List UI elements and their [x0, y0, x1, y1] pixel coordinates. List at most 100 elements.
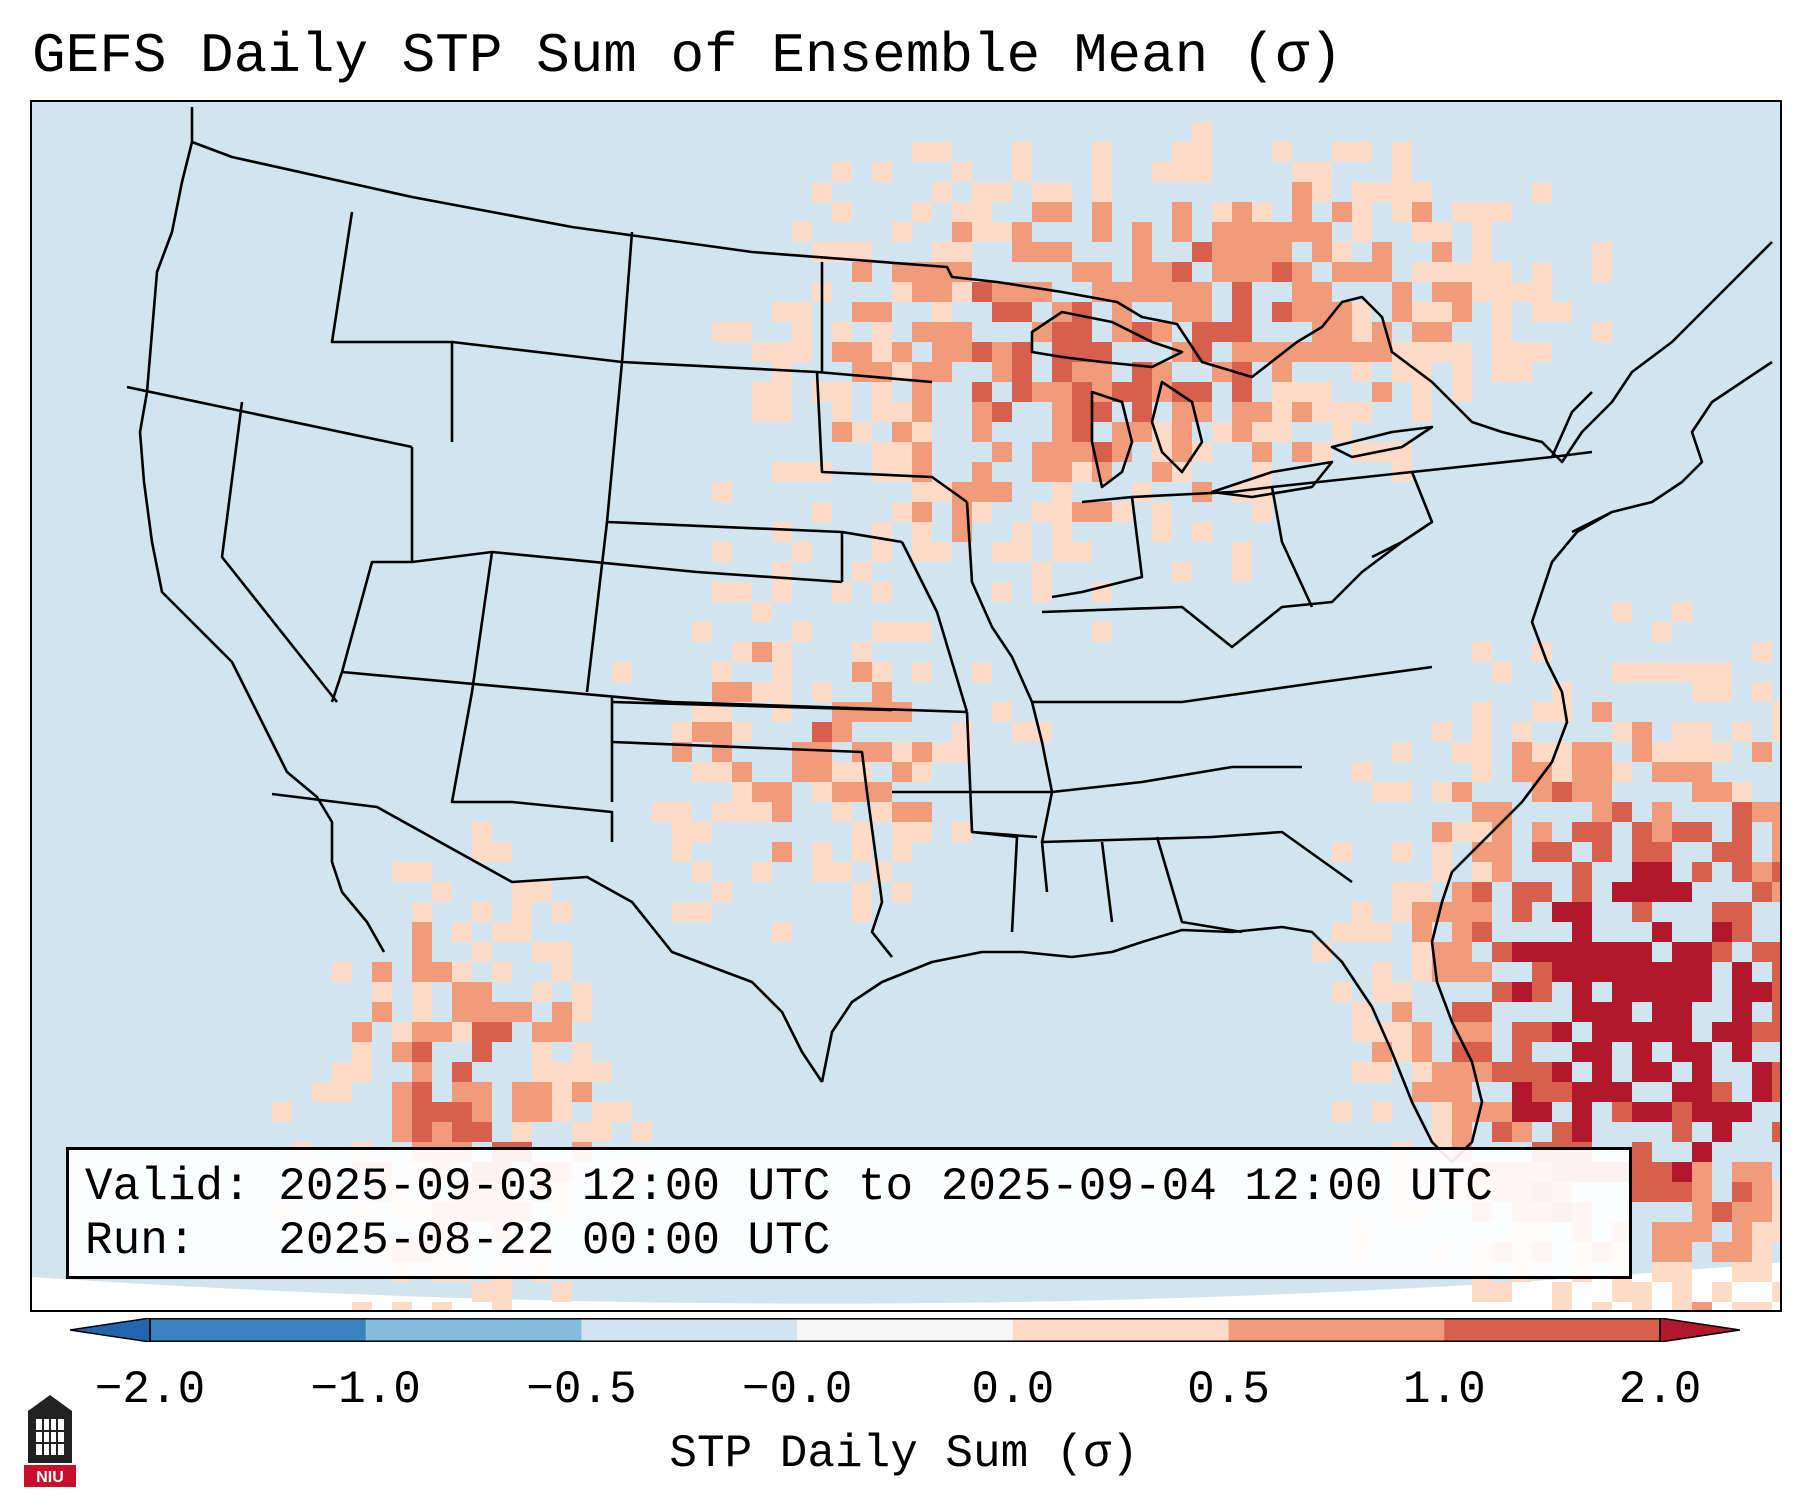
stp-cell: [492, 1282, 512, 1302]
stp-cell: [1132, 402, 1152, 422]
stp-cell: [1112, 282, 1132, 302]
stp-cell: [552, 1002, 572, 1022]
stp-cell: [1092, 622, 1112, 642]
stp-cell: [552, 1082, 572, 1102]
stp-cell: [1012, 302, 1032, 322]
stp-cell: [1452, 1062, 1472, 1082]
colorbar-tick-label: 0.5: [1187, 1364, 1270, 1416]
stp-cell: [832, 762, 852, 782]
stp-cell: [1052, 402, 1072, 422]
stp-cell: [1552, 1022, 1572, 1042]
stp-cell: [1152, 162, 1172, 182]
stp-cell: [532, 1062, 552, 1082]
stp-cell: [332, 1082, 352, 1102]
colorbar-segment: [1228, 1318, 1445, 1342]
stp-cell: [1592, 942, 1612, 962]
stp-cell: [932, 542, 952, 562]
stp-cell: [1552, 702, 1572, 722]
stp-cell: [752, 402, 772, 422]
stp-cell: [1392, 442, 1412, 462]
stp-cell: [912, 282, 932, 302]
stp-cell: [1152, 502, 1172, 522]
stp-cell: [1372, 342, 1392, 362]
stp-cell: [1272, 382, 1292, 402]
stp-cell: [1352, 342, 1372, 362]
stp-cell: [772, 462, 792, 482]
stp-cell: [1752, 862, 1772, 882]
stp-cell: [1612, 1082, 1632, 1102]
stp-cell: [1152, 362, 1172, 382]
stp-cell: [1672, 762, 1692, 782]
stp-cell: [1752, 1162, 1772, 1182]
stp-cell: [712, 662, 732, 682]
stp-cell: [432, 1022, 452, 1042]
stp-cell: [1352, 142, 1372, 162]
stp-cell: [832, 582, 852, 602]
stp-cell: [672, 742, 692, 762]
stp-cell: [1692, 1062, 1712, 1082]
stp-cell: [1572, 1002, 1592, 1022]
stp-cell: [1772, 1282, 1780, 1302]
map-panel[interactable]: [30, 100, 1782, 1312]
stp-cell: [1392, 142, 1412, 162]
stp-cell: [1552, 1302, 1572, 1310]
stp-cell: [932, 302, 952, 322]
stp-cell: [1672, 942, 1692, 962]
stp-cell: [1732, 862, 1752, 882]
stp-cell: [1532, 742, 1552, 762]
stp-cell: [1732, 1042, 1752, 1062]
stp-cell: [1412, 1082, 1432, 1102]
logo-window-grid: [36, 1419, 64, 1455]
stp-cell: [512, 1002, 532, 1022]
stp-cell: [1232, 542, 1252, 562]
stp-cell: [1572, 1042, 1592, 1062]
stp-cell: [872, 702, 892, 722]
stp-cell: [952, 742, 972, 762]
stp-cell: [1492, 822, 1512, 842]
stp-cell: [532, 1022, 552, 1042]
stp-cell: [832, 202, 852, 222]
stp-cell: [672, 802, 692, 822]
stp-cell: [1612, 802, 1632, 822]
stp-cell: [1632, 1102, 1652, 1122]
stp-cell: [312, 1082, 332, 1102]
stp-cell: [1272, 242, 1292, 262]
stp-cell: [892, 342, 912, 362]
stp-cell: [1512, 282, 1532, 302]
stp-cell: [1432, 1062, 1452, 1082]
stp-cell: [832, 382, 852, 402]
stp-cell: [992, 282, 1012, 302]
stp-cell: [1732, 1002, 1752, 1022]
stp-cell: [1072, 442, 1092, 462]
stp-cell: [752, 862, 772, 882]
stp-cell: [1512, 362, 1532, 382]
stp-cell: [1452, 902, 1472, 922]
stp-cell: [1292, 222, 1312, 242]
stp-cell: [812, 182, 832, 202]
stp-cell: [472, 1122, 492, 1142]
stp-cell: [1772, 842, 1780, 862]
stp-cell: [1272, 402, 1292, 422]
stp-cell: [1772, 1022, 1780, 1042]
stp-cell: [1652, 1182, 1672, 1202]
stp-cell: [992, 542, 1012, 562]
stp-cell: [1492, 662, 1512, 682]
stp-cell: [1712, 1202, 1732, 1222]
stp-cell: [592, 1122, 612, 1142]
stp-cell: [1532, 782, 1552, 802]
stp-cell: [1152, 522, 1172, 542]
stp-cell: [1612, 982, 1632, 1002]
stp-cell: [1412, 1062, 1432, 1082]
stp-cell: [672, 842, 692, 862]
stp-cell: [1472, 922, 1492, 942]
stp-cell: [892, 222, 912, 242]
stp-cell: [472, 1102, 492, 1122]
stp-cell: [1692, 822, 1712, 842]
stp-cell: [852, 362, 872, 382]
stp-cell: [1632, 842, 1652, 862]
stp-cell: [1232, 402, 1252, 422]
stp-cell: [1052, 242, 1072, 262]
stp-cell: [972, 502, 992, 522]
stp-cell: [972, 202, 992, 222]
stp-cell: [1472, 802, 1492, 822]
